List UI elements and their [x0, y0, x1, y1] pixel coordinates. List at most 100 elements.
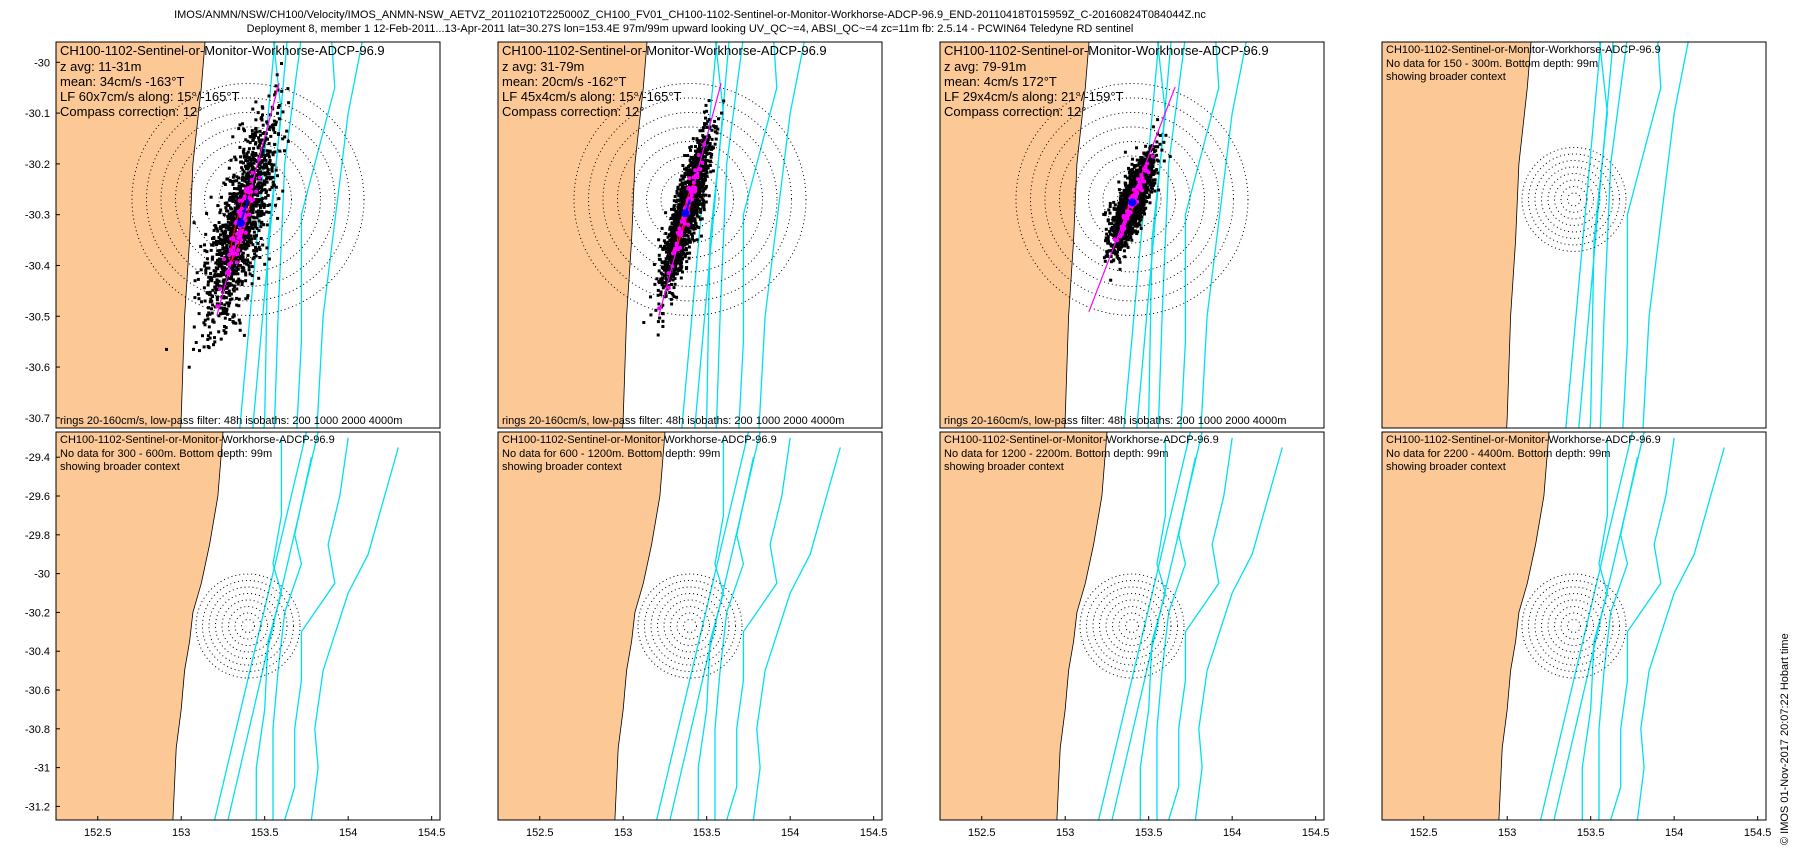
scatter-point	[240, 166, 244, 170]
speed-ring	[241, 619, 255, 633]
speed-ring	[1560, 612, 1588, 640]
scatter-point	[231, 266, 235, 270]
scatter-point	[674, 225, 678, 228]
scatter-point	[265, 246, 269, 250]
scatter-point	[698, 139, 702, 143]
speed-ring	[1092, 586, 1172, 666]
scatter-point	[237, 127, 241, 131]
scatter-point	[659, 244, 663, 248]
scatter-point	[688, 173, 692, 177]
speed-ring	[1105, 599, 1159, 653]
scatter-point	[274, 203, 277, 207]
scatter-point	[206, 283, 210, 287]
scatter-point	[270, 168, 274, 172]
scatter-point	[664, 232, 668, 235]
scatter-point	[268, 188, 272, 192]
scatter-point	[1124, 195, 1128, 199]
scatter-point	[247, 174, 251, 178]
scatter-point	[232, 217, 236, 221]
scatter-point	[1138, 165, 1142, 169]
scatter-point	[237, 181, 241, 185]
scatter-point	[657, 269, 661, 273]
scatter-point	[698, 175, 702, 179]
scatter-point	[676, 269, 680, 273]
scatter-point	[1112, 206, 1116, 210]
scatter-point	[1155, 140, 1159, 144]
scatter-point	[241, 234, 245, 237]
scatter-point	[713, 130, 717, 134]
speed-ring	[657, 593, 723, 659]
scatter-point	[661, 286, 665, 290]
scatter-point	[708, 152, 712, 155]
panel-info-line: No data for 1200 - 2200m. Bottom depth: …	[944, 448, 1168, 460]
low-pass-point	[677, 226, 682, 231]
low-pass-point	[1135, 177, 1140, 182]
scatter-point	[1140, 215, 1144, 219]
scatter-point	[1125, 188, 1128, 192]
isobath-line	[1636, 447, 1725, 820]
scatter-point	[242, 246, 246, 250]
scatter-point	[697, 215, 701, 219]
scatter-point	[699, 207, 703, 211]
panel-title: CH100-1102-Sentinel-or-Monitor-Workhorse…	[1386, 44, 1661, 56]
scatter-point	[222, 295, 226, 299]
low-pass-point	[1126, 213, 1131, 217]
scatter-point	[1112, 258, 1116, 262]
scatter-point	[696, 140, 700, 144]
scatter-point	[1117, 180, 1121, 184]
scatter-point	[259, 221, 263, 225]
scatter-point	[231, 279, 235, 283]
scatter-point	[254, 204, 258, 208]
plot-area	[1382, 42, 1766, 428]
scatter-point	[1118, 248, 1122, 251]
isobath-line	[310, 447, 399, 820]
scatter-point	[227, 292, 231, 296]
scatter-point	[676, 211, 680, 215]
scatter-point	[257, 136, 260, 140]
scatter-point	[230, 263, 234, 267]
scatter-point	[236, 267, 240, 271]
low-pass-point	[257, 175, 262, 180]
scatter-point	[671, 278, 675, 282]
low-pass-point	[673, 246, 678, 251]
scatter-point	[277, 104, 281, 107]
scatter-point	[227, 204, 231, 207]
low-pass-point	[254, 189, 259, 194]
low-pass-point	[1134, 192, 1139, 197]
scatter-point	[203, 318, 207, 322]
scatter-point	[1131, 214, 1134, 218]
scatter-point	[225, 267, 229, 271]
scatter-point	[248, 220, 252, 224]
scatter-point	[268, 125, 272, 129]
scatter-point	[697, 161, 700, 164]
scatter-point	[1143, 212, 1146, 216]
scatter-point	[233, 206, 237, 210]
scatter-point	[1113, 218, 1117, 222]
scatter-point	[202, 321, 206, 325]
scatter-point	[263, 154, 267, 157]
scatter-point	[229, 221, 233, 225]
scatter-point	[1109, 260, 1113, 264]
scatter-point	[271, 126, 275, 130]
scatter-point	[1104, 236, 1108, 240]
low-pass-point	[700, 160, 705, 165]
scatter-point	[691, 217, 695, 221]
scatter-point	[217, 302, 221, 306]
scatter-point	[660, 277, 664, 281]
scatter-point	[245, 167, 248, 171]
scatter-point	[666, 249, 670, 253]
scatter-point	[664, 246, 668, 250]
scatter-point	[692, 158, 695, 162]
scatter-point	[1139, 167, 1143, 170]
scatter-point	[685, 260, 689, 264]
scatter-point	[1148, 201, 1152, 205]
scatter-point	[687, 165, 690, 169]
scatter-point	[225, 224, 229, 228]
scatter-point	[701, 201, 705, 205]
land-mass	[56, 42, 206, 428]
scatter-point	[1155, 158, 1159, 162]
x-tick-label: 154	[339, 827, 357, 839]
scatter-point	[248, 158, 252, 162]
scatter-point	[264, 136, 268, 140]
scatter-point	[207, 291, 211, 295]
